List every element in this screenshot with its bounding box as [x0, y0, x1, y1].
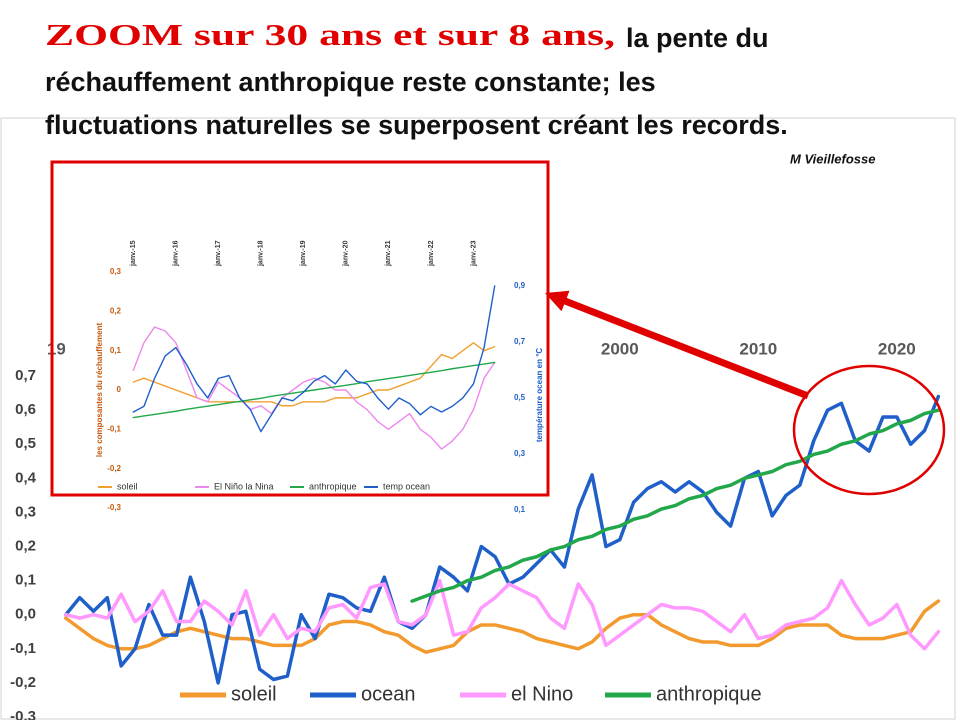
y-tick-label: 0,3 — [110, 267, 122, 276]
y2-tick-label: 0,3 — [514, 449, 526, 458]
series-line — [132, 326, 496, 450]
series-line — [64, 578, 941, 651]
y-tick-label: 0,6 — [15, 401, 36, 418]
y2-tick-label: 0,9 — [514, 281, 526, 290]
y-tick-label: -0,1 — [107, 424, 121, 433]
y-tick-label: -0,1 — [10, 640, 36, 657]
arrow-head — [545, 290, 570, 312]
x-tick-label: janv.-17 — [215, 240, 222, 267]
title-text: fluctuations naturelles se superposent c… — [45, 110, 788, 140]
legend-label: anthropique — [309, 481, 357, 491]
y-tick-label: 0,2 — [110, 306, 122, 315]
legend-label: anthropique — [656, 683, 762, 705]
y-tick-label: -0,2 — [10, 674, 36, 691]
x-tick-label: janv.-18 — [258, 240, 265, 267]
chart-frame — [0, 117, 956, 720]
x-tick-label: janv.-22 — [428, 240, 435, 267]
x-tick-label: 2000 — [601, 339, 639, 358]
series-line — [64, 599, 941, 654]
x-tick-label: janv.-21 — [385, 240, 392, 267]
y-tick-label: 0 — [117, 385, 122, 394]
inset-background — [65, 193, 548, 526]
legend-label: soleil — [117, 481, 138, 491]
title-highlight: ZOOM sur 30 ans et sur 8 ans, — [45, 17, 615, 52]
series-line — [410, 408, 941, 603]
y-tick-label: 0,4 — [15, 469, 37, 486]
legend-label: El Niño la Nina — [214, 481, 274, 491]
title-text: réchauffement anthropique reste constant… — [45, 67, 656, 97]
y-tick-label: 0,1 — [110, 346, 122, 355]
x-tick-label: janv.-15 — [130, 240, 137, 267]
y-tick-label: 0,3 — [15, 503, 36, 520]
y-tick-label: 0,7 — [15, 367, 36, 384]
y2-axis-title: température ocean en °C — [535, 348, 544, 443]
zoom-frame — [50, 160, 550, 497]
inset-chart: -0,3 -0,2 -0,1 0 0,1 0,2 0,3 0,1 0,3 0,5 0,7 0,9 jan… — [95, 240, 544, 514]
y-tick-label: 0,5 — [15, 435, 36, 452]
arrow-shaft — [563, 297, 810, 400]
x-tick-label: janv.-20 — [343, 240, 350, 267]
y-tick-label: 0,2 — [15, 537, 36, 554]
y-tick-label: 0,0 — [15, 606, 36, 623]
x-tick-label: janv.-16 — [173, 240, 180, 267]
legend-label: temp ocean — [383, 481, 430, 491]
series-line — [132, 285, 496, 433]
y-axis-title: les composantes du réchauffement — [95, 323, 104, 458]
legend-label: ocean — [361, 683, 416, 705]
x-tick-label: janv.-19 — [300, 240, 307, 267]
legend-label: el Nino — [511, 683, 573, 705]
x-tick-label: 2020 — [878, 339, 916, 358]
y2-tick-label: 0,1 — [514, 505, 526, 514]
series-line — [132, 342, 496, 407]
y-tick-label: -0,2 — [107, 464, 121, 473]
x-tick-label: janv.-23 — [470, 240, 477, 267]
author: M Vieillefosse — [790, 151, 876, 166]
legend-label: soleil — [231, 683, 277, 705]
y-tick-label: -0,3 — [10, 708, 36, 720]
highlight-ellipse — [792, 364, 946, 496]
y2-tick-label: 0,7 — [514, 337, 526, 346]
y-tick-label: 0,1 — [15, 572, 36, 589]
x-tick-label: 2010 — [739, 339, 777, 358]
y-tick-label: -0,3 — [107, 503, 121, 512]
title-text: la pente du — [626, 23, 769, 53]
y2-tick-label: 0,5 — [514, 393, 526, 402]
series-line — [132, 361, 496, 419]
